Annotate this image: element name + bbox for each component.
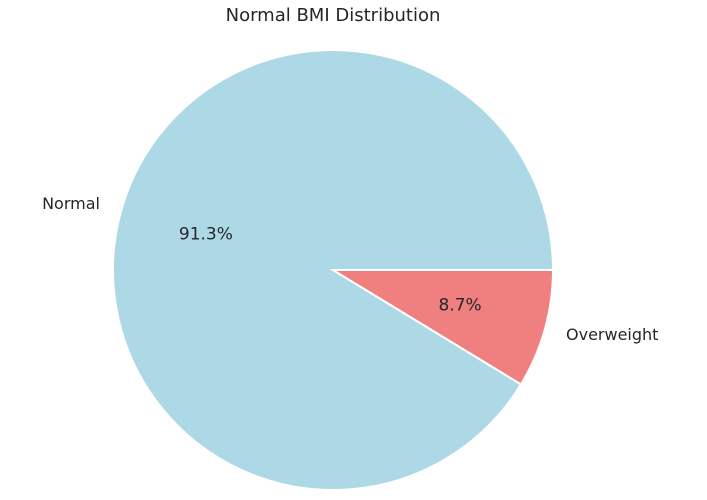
category-label-normal: Normal [42, 194, 100, 213]
chart-title: Normal BMI Distribution [226, 5, 441, 26]
pie-labels: Normal 91.3% Overweight 8.7% [42, 194, 658, 344]
percent-label-normal: 91.3% [179, 224, 233, 244]
pie-slice-overweight [329, 269, 555, 386]
pie-slices [112, 49, 555, 491]
percent-label-overweight: 8.7% [438, 296, 481, 316]
category-label-overweight: Overweight [566, 325, 658, 344]
